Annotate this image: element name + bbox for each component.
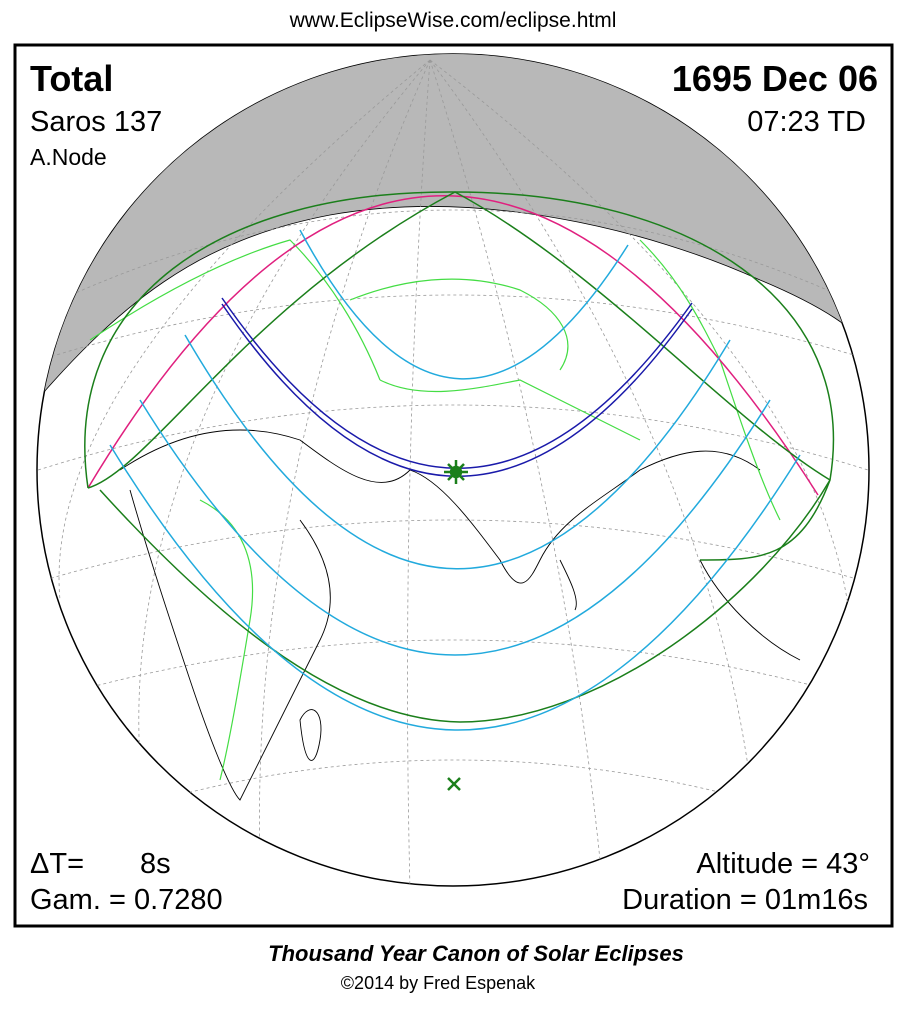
eclipse-date: 1695 Dec 06 bbox=[672, 58, 878, 99]
delta-t-label: ΔT= bbox=[30, 848, 84, 880]
terminator bbox=[37, 206, 869, 421]
greatest-eclipse bbox=[444, 460, 468, 484]
eclipse-type: Total bbox=[30, 58, 113, 99]
delta-t-value: 8s bbox=[140, 848, 171, 880]
graticule bbox=[37, 59, 869, 886]
altitude: Altitude = 43° bbox=[696, 848, 870, 880]
duration: Duration = 01m16s bbox=[622, 884, 868, 916]
node: A.Node bbox=[30, 144, 107, 170]
magnitude-curves bbox=[109, 229, 801, 731]
saros: Saros 137 bbox=[30, 106, 162, 138]
contact-curves bbox=[84, 191, 835, 723]
subsolar-point bbox=[447, 777, 461, 791]
url: www.EclipseWise.com/eclipse.html bbox=[289, 9, 617, 32]
copyright: ©2014 by Fred Espenak bbox=[341, 973, 536, 993]
gamma: Gam. = 0.7280 bbox=[30, 884, 223, 916]
footer-title: Thousand Year Canon of Solar Eclipses bbox=[268, 941, 684, 966]
eclipse-time: 07:23 TD bbox=[747, 106, 866, 138]
coastlines bbox=[119, 429, 801, 801]
